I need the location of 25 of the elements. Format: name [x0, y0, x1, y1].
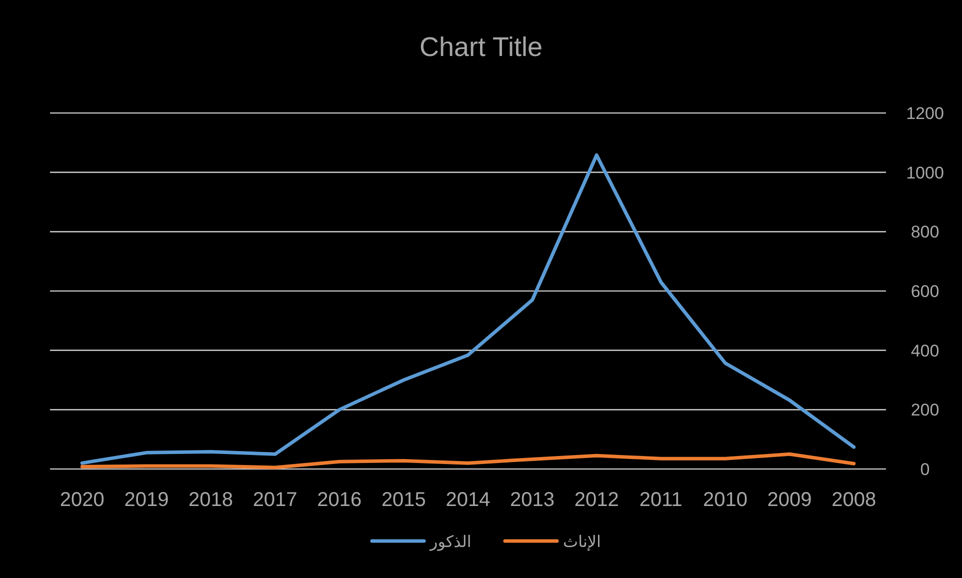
- legend-label: الإناث: [563, 534, 601, 551]
- line-series: [80, 452, 856, 470]
- x-tick-label: 2008: [832, 489, 876, 511]
- chart-title: Chart Title: [419, 32, 543, 62]
- x-tick-label: 2020: [60, 489, 104, 511]
- x-tick-label: 2011: [639, 489, 682, 511]
- x-tick-label: 2012: [574, 489, 619, 511]
- x-tick-label: 2009: [767, 489, 812, 511]
- y-tick-label: 1200: [906, 104, 944, 123]
- x-tick-label: 2019: [124, 489, 169, 511]
- x-tick-label: 2017: [252, 489, 298, 511]
- y-tick-label: 200: [910, 400, 940, 420]
- x-tick-label: 2010: [702, 489, 748, 511]
- y-tick-label: 1000: [906, 163, 944, 182]
- y-tick-label: 800: [910, 222, 940, 242]
- x-tick-label: 2016: [317, 489, 362, 511]
- line-series: [80, 153, 856, 465]
- y-tick-label: 600: [910, 282, 940, 301]
- y-tick-label: 0: [920, 460, 930, 479]
- y-tick-label: 400: [910, 341, 940, 360]
- x-tick-label: 2018: [188, 489, 234, 511]
- legend-label: الذكور: [429, 534, 472, 551]
- x-tick-label: 2013: [510, 489, 555, 511]
- x-tick-label: 2015: [381, 489, 426, 511]
- x-tick-label: 2014: [446, 489, 490, 511]
